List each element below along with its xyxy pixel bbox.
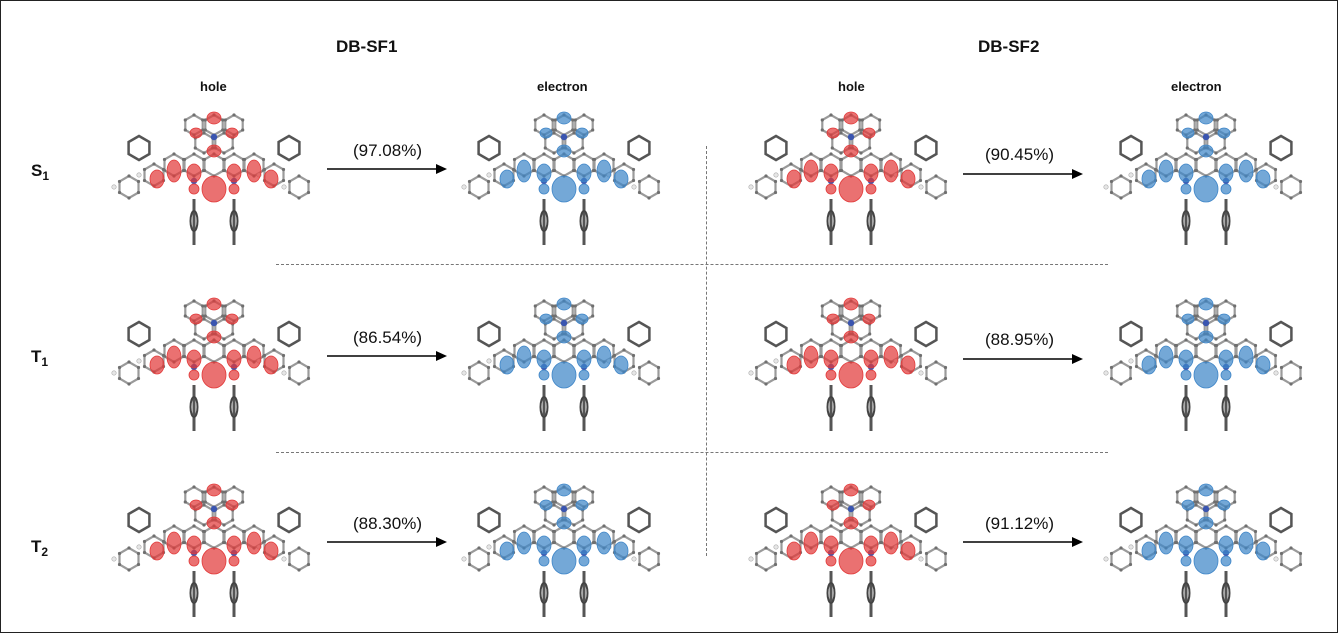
column-title-dbsf1: DB-SF1 bbox=[336, 37, 398, 56]
electron-orbital-molecule-dbsf2-t1 bbox=[1103, 297, 1303, 431]
hole-orbital-molecule-dbsf2-t1 bbox=[748, 297, 948, 431]
row-label-t1: T1 bbox=[31, 347, 49, 369]
transition-percent-dbsf1-s1: (97.08%) bbox=[353, 141, 422, 160]
transition-percent-dbsf2-s1: (90.45%) bbox=[985, 145, 1054, 164]
transition-percent-dbsf1-t1: (86.54%) bbox=[353, 328, 422, 347]
hole-orbital-molecule-dbsf1-t1 bbox=[111, 297, 311, 431]
hole-orbital-molecule-dbsf1-s1 bbox=[111, 111, 311, 245]
column-title-dbsf2: DB-SF2 bbox=[978, 37, 1040, 56]
transition-percent-dbsf2-t2: (91.12%) bbox=[985, 514, 1054, 533]
transition-arrow-icon bbox=[327, 164, 447, 174]
row-divider bbox=[276, 452, 1108, 453]
electron-orbital-molecule-dbsf1-t1 bbox=[461, 297, 661, 431]
row-divider bbox=[276, 264, 1108, 265]
transition-percent-dbsf1-t2: (88.30%) bbox=[353, 514, 422, 533]
subheader-dbsf2-electron: electron bbox=[1171, 79, 1222, 94]
column-divider bbox=[706, 146, 707, 556]
subheader-dbsf2-hole: hole bbox=[838, 79, 865, 94]
electron-orbital-molecule-dbsf2-t2 bbox=[1103, 483, 1303, 617]
row-label-t2: T2 bbox=[31, 537, 49, 559]
transition-arrow-icon bbox=[327, 351, 447, 361]
electron-orbital-molecule-dbsf1-t2 bbox=[461, 483, 661, 617]
transition-percent-dbsf2-t1: (88.95%) bbox=[985, 330, 1054, 349]
transition-arrow-icon bbox=[963, 354, 1083, 364]
hole-orbital-molecule-dbsf1-t2 bbox=[111, 483, 311, 617]
subheader-dbsf1-hole: hole bbox=[200, 79, 227, 94]
transition-arrow-icon bbox=[963, 169, 1083, 179]
transition-arrow-icon bbox=[963, 537, 1083, 547]
hole-orbital-molecule-dbsf2-t2 bbox=[748, 483, 948, 617]
hole-orbital-molecule-dbsf2-s1 bbox=[748, 111, 948, 245]
transition-arrow-icon bbox=[327, 537, 447, 547]
subheader-dbsf1-electron: electron bbox=[537, 79, 588, 94]
row-label-s1: S1 bbox=[31, 161, 50, 183]
electron-orbital-molecule-dbsf2-s1 bbox=[1103, 111, 1303, 245]
electron-orbital-molecule-dbsf1-s1 bbox=[461, 111, 661, 245]
